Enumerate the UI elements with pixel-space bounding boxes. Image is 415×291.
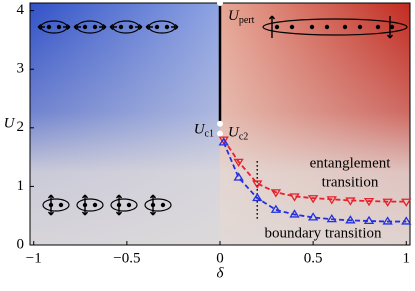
marker: [233, 172, 244, 181]
icons: [37, 15, 408, 216]
critical-label-sub: c2: [239, 132, 248, 143]
critical-label: Uc1: [194, 122, 214, 140]
marker: [326, 213, 337, 223]
marker: [289, 193, 300, 202]
critical-label-main: U: [228, 125, 240, 141]
x-tick-label: −0.5: [113, 250, 140, 266]
y-tick-label: 2: [17, 119, 25, 135]
marker: [270, 204, 282, 213]
series-label: boundary transition: [264, 225, 382, 241]
critical-label: Upert: [228, 8, 255, 26]
y-axis-label: U: [4, 115, 16, 131]
marker: [363, 215, 375, 225]
critical-label-sub: pert: [239, 15, 255, 26]
x-axis-label: δ: [217, 265, 225, 281]
y-tick-label: 3: [17, 61, 25, 77]
x-tick-label: −1: [26, 250, 42, 266]
critical-label-sub: c1: [205, 129, 214, 140]
x-tick-label: 0.5: [304, 250, 323, 266]
marker: [270, 189, 282, 198]
marker: [307, 212, 319, 221]
critical-label: Uc2: [228, 125, 248, 143]
critical-point: [217, 130, 223, 137]
y-tick-label: 1: [17, 178, 25, 194]
marker: [289, 209, 300, 218]
critical-label-main: U: [228, 8, 240, 24]
marker: [401, 198, 412, 207]
critical-label-main: U: [194, 122, 206, 138]
marker: [218, 136, 229, 145]
y-tick-label: 0: [17, 236, 25, 252]
marker: [218, 137, 229, 146]
marker: [252, 192, 263, 202]
series-line: [222, 139, 407, 203]
x-tick-label: 0: [216, 250, 224, 266]
marker: [401, 216, 412, 225]
marker: [382, 216, 393, 225]
series-label: transition: [322, 174, 379, 190]
marker: [252, 180, 263, 189]
series-label: entanglement: [310, 155, 392, 171]
marker: [345, 215, 356, 224]
marker: [326, 196, 337, 205]
critical-point: [217, 120, 223, 127]
marker: [345, 197, 356, 206]
marker: [382, 198, 393, 207]
x-tick-label: 1: [403, 250, 411, 266]
marker: [233, 158, 244, 168]
critical-point: [217, 0, 223, 6]
y-tick-label: 4: [17, 2, 25, 18]
marker: [363, 198, 375, 207]
series-line: [222, 142, 407, 223]
marker: [307, 195, 319, 204]
